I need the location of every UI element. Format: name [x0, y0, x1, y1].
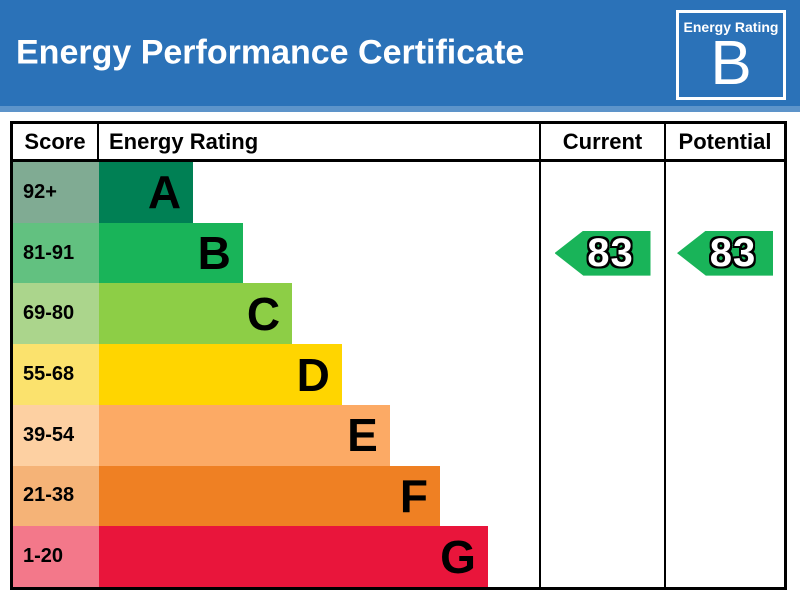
- rating-cell-b: B: [99, 222, 539, 284]
- band-row-f: 21-38 F: [13, 465, 784, 527]
- band-row-b: 81-91 B 83 83: [13, 222, 784, 284]
- potential-cell-d: [664, 344, 784, 405]
- rating-cell-g: G: [99, 526, 539, 588]
- score-label-g: 1-20: [13, 526, 99, 588]
- band-row-e: 39-54 E: [13, 404, 784, 466]
- potential-cell-a: [664, 162, 784, 223]
- badge-label: Energy Rating: [683, 19, 779, 35]
- banner-bottom-strip: [0, 106, 800, 112]
- rating-cell-d: D: [99, 344, 539, 405]
- band-bar-c: C: [99, 283, 293, 345]
- potential-cell-f: [664, 465, 784, 527]
- score-label-f: 21-38: [13, 465, 99, 527]
- rating-cell-a: A: [99, 162, 539, 223]
- rating-cell-e: E: [99, 404, 539, 466]
- current-cell-f: [539, 465, 664, 527]
- potential-cell-g: [664, 526, 784, 588]
- current-rating-arrow: 83: [554, 230, 651, 276]
- score-label-c: 69-80: [13, 283, 99, 345]
- badge-rating-value: B: [710, 29, 752, 98]
- band-bar-a: A: [99, 162, 194, 223]
- header-banner: Energy Performance Certificate Energy Ra…: [0, 0, 800, 112]
- band-bar-e: E: [99, 404, 390, 466]
- band-rows-container: 92+ A 81-91 B 83 83 69-80 C 55-68 D 39-54 E 21-38 F 1-…: [13, 162, 784, 588]
- current-cell-d: [539, 344, 664, 405]
- column-header-current: Current: [539, 124, 664, 159]
- current-cell-e: [539, 404, 664, 466]
- page-title: Energy Performance Certificate: [16, 33, 525, 72]
- potential-cell-c: [664, 283, 784, 345]
- band-row-g: 1-20 G: [13, 526, 784, 588]
- potential-cell-b: 83: [664, 222, 784, 284]
- potential-rating-arrow-value: 83: [709, 230, 757, 275]
- rating-cell-f: F: [99, 465, 539, 527]
- epc-rating-table: Score Energy Rating Current Potential 92…: [10, 121, 787, 590]
- band-bar-g: G: [99, 526, 488, 588]
- band-bar-f: F: [99, 465, 440, 527]
- score-label-d: 55-68: [13, 344, 99, 405]
- potential-cell-e: [664, 404, 784, 466]
- current-cell-a: [539, 162, 664, 223]
- rating-cell-c: C: [99, 283, 539, 345]
- band-row-a: 92+ A: [13, 162, 784, 223]
- current-cell-c: [539, 283, 664, 345]
- energy-rating-badge: Energy Rating B: [676, 10, 786, 100]
- column-header-rating: Energy Rating: [109, 128, 259, 154]
- current-cell-g: [539, 526, 664, 588]
- score-label-b: 81-91: [13, 222, 99, 284]
- column-header-potential: Potential: [664, 124, 784, 159]
- score-label-a: 92+: [13, 162, 99, 223]
- score-label-e: 39-54: [13, 404, 99, 466]
- column-header-score: Score: [13, 124, 99, 159]
- band-row-d: 55-68 D: [13, 344, 784, 405]
- table-header-row: Score Energy Rating Current Potential: [13, 124, 784, 162]
- current-cell-b: 83: [539, 222, 664, 284]
- band-row-c: 69-80 C: [13, 283, 784, 345]
- band-bar-d: D: [99, 344, 342, 405]
- potential-rating-arrow: 83: [677, 230, 773, 276]
- band-bar-b: B: [99, 222, 243, 284]
- current-rating-arrow-value: 83: [587, 230, 634, 275]
